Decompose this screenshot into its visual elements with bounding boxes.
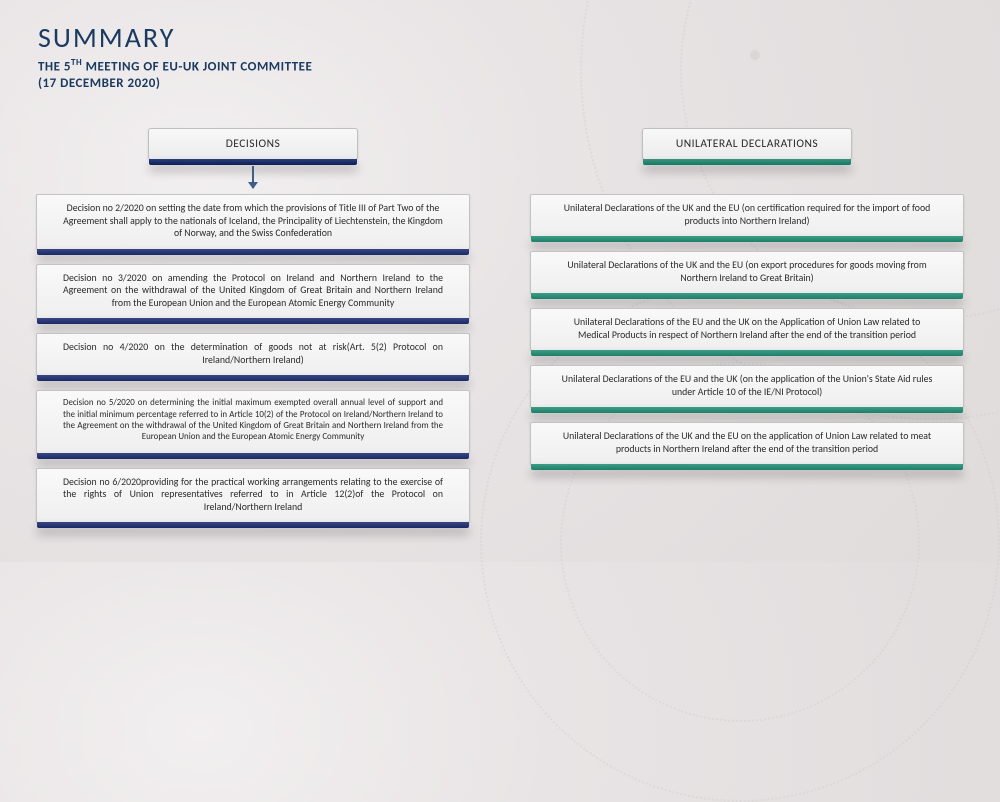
declarations-header-label: UNILATERAL DECLARATIONS <box>676 137 818 151</box>
columns-wrapper: DECISIONS Decision no 2/2020 on setting … <box>36 128 964 523</box>
decisions-list: Decision no 2/2020 on setting the date f… <box>36 194 470 523</box>
declaration-item-text: Unilateral Declarations of the UK and th… <box>567 259 926 284</box>
declaration-item-underbar <box>531 350 963 356</box>
decision-item-text: Decision no 4/2020 on the determination … <box>63 341 443 366</box>
declaration-item-text: Unilateral Declarations of the UK and th… <box>564 202 931 227</box>
declaration-item: Unilateral Declarations of the EU and th… <box>530 365 964 408</box>
declaration-item-underbar <box>531 236 963 242</box>
connector-arrow <box>252 166 254 188</box>
decisions-column: DECISIONS Decision no 2/2020 on setting … <box>36 128 470 523</box>
decision-item-text: Decision no 6/2020providing for the prac… <box>63 476 443 513</box>
page-subtitle-line2: (17 DECEMBER 2020) <box>38 76 312 91</box>
declaration-item-text: Unilateral Declarations of the EU and th… <box>562 373 933 398</box>
declaration-item: Unilateral Declarations of the UK and th… <box>530 251 964 294</box>
decisions-header-label: DECISIONS <box>226 137 281 151</box>
decision-item: Decision no 6/2020providing for the prac… <box>36 468 470 524</box>
decision-item-underbar <box>37 522 469 528</box>
declarations-list: Unilateral Declarations of the UK and th… <box>530 194 964 465</box>
subtitle-part-b: MEETING OF EU-UK JOINT COMMITTEE <box>82 59 312 74</box>
decision-item: Decision no 2/2020 on setting the date f… <box>36 194 470 250</box>
decision-item-text: Decision no 3/2020 on amending the Proto… <box>63 272 443 309</box>
page-subtitle-line1: THE 5TH MEETING OF EU-UK JOINT COMMITTEE <box>38 57 312 74</box>
subtitle-part-a: THE 5 <box>38 59 71 74</box>
page-title: SUMMARY <box>38 20 312 55</box>
declaration-item: Unilateral Declarations of the EU and th… <box>530 308 964 351</box>
decision-item: Decision no 4/2020 on the determination … <box>36 333 470 376</box>
declarations-header: UNILATERAL DECLARATIONS <box>642 128 852 160</box>
decision-item-underbar <box>37 453 469 459</box>
declaration-item-text: Unilateral Declarations of the UK and th… <box>563 430 931 455</box>
declaration-item-underbar <box>531 293 963 299</box>
subtitle-superscript: TH <box>71 57 82 68</box>
decision-item-text: Decision no 5/2020 on determining the in… <box>63 398 443 442</box>
decision-item-underbar <box>37 375 469 381</box>
heading-block: SUMMARY THE 5TH MEETING OF EU-UK JOINT C… <box>38 20 312 91</box>
declaration-item-underbar <box>531 407 963 413</box>
decision-item: Decision no 3/2020 on amending the Proto… <box>36 264 470 320</box>
decision-item: Decision no 5/2020 on determining the in… <box>36 390 470 454</box>
declarations-column: UNILATERAL DECLARATIONS Unilateral Decla… <box>530 128 964 523</box>
declaration-item-underbar <box>531 464 963 470</box>
decision-item-text: Decision no 2/2020 on setting the date f… <box>63 202 443 239</box>
declaration-item: Unilateral Declarations of the UK and th… <box>530 194 964 237</box>
decisions-header: DECISIONS <box>148 128 358 160</box>
decisions-header-underbar <box>149 159 357 165</box>
decision-item-underbar <box>37 249 469 255</box>
decision-item-underbar <box>37 318 469 324</box>
declaration-item-text: Unilateral Declarations of the EU and th… <box>574 316 921 341</box>
declarations-header-underbar <box>643 159 851 165</box>
bg-dot <box>750 50 760 60</box>
declaration-item: Unilateral Declarations of the UK and th… <box>530 422 964 465</box>
